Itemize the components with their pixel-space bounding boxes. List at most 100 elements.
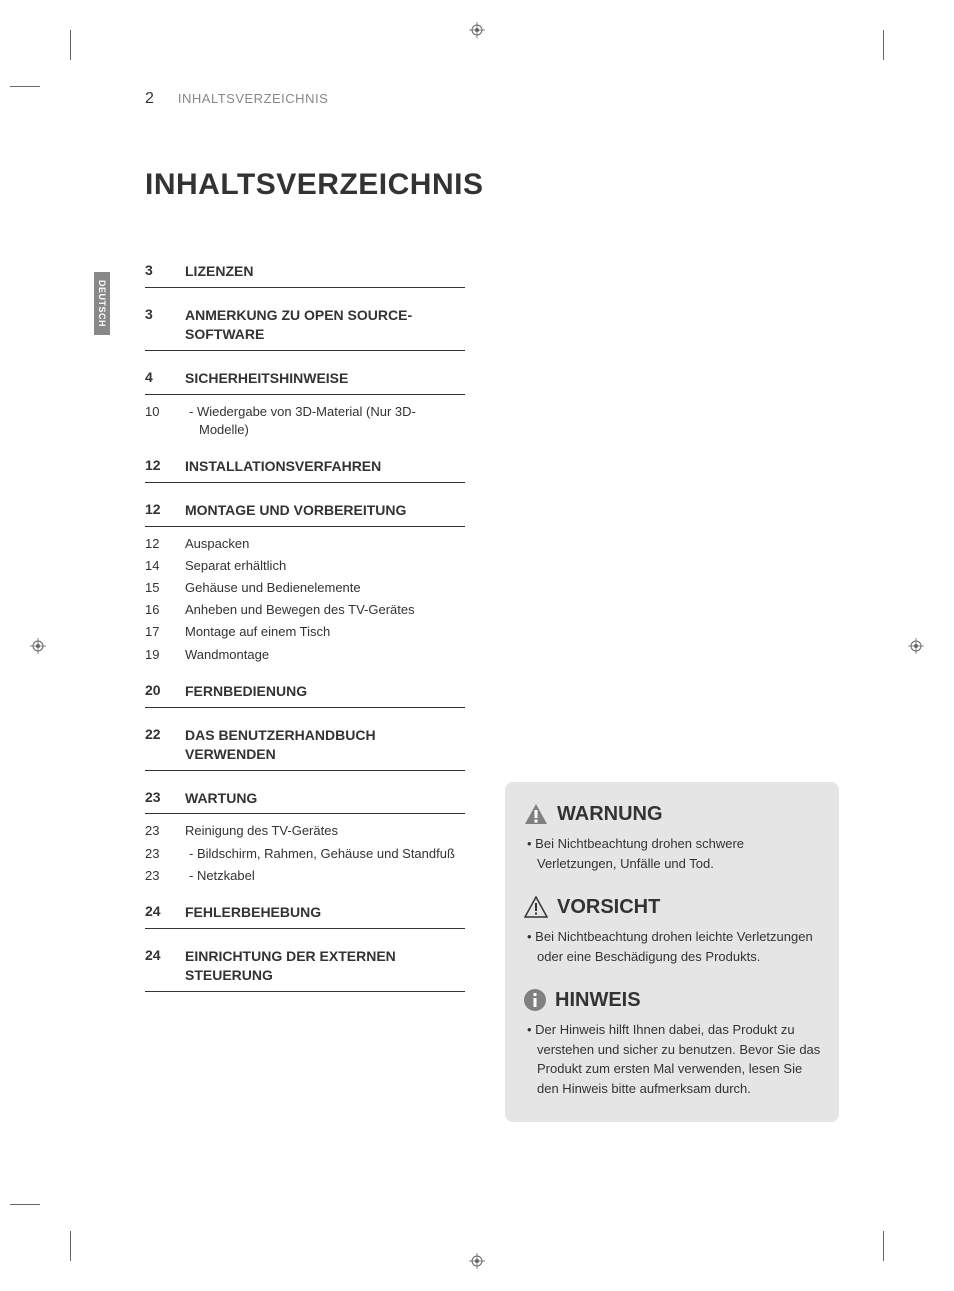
toc-sub-entry: 23 - Netzkabel [145, 867, 465, 885]
toc-sub-title: Montage auf einem Tisch [185, 623, 465, 641]
toc-section: 24 EINRICHTUNG DER EXTERNEN STEUERUNG [145, 947, 465, 992]
toc-sub-entry: 15 Gehäuse und Bedienelemente [145, 579, 465, 597]
page-content: 2 INHALTSVERZEICHNIS INHALTSVERZEICHNIS … [145, 90, 839, 1201]
toc-page-number: 24 [145, 903, 167, 919]
note-circle-icon [523, 988, 547, 1012]
toc-section: 3 LIZENZEN [145, 262, 465, 288]
toc-section: 23 WARTUNG 23 Reinigung des TV-Gerätes 23 - B… [145, 789, 465, 885]
toc-section-title: EINRICHTUNG DER EXTERNEN STEUERUNG [185, 947, 465, 985]
toc-section-title: MONTAGE UND VORBEREITUNG [185, 501, 406, 520]
toc-section-title: LIZENZEN [185, 262, 253, 281]
toc-section: 20 FERNBEDIENUNG [145, 682, 465, 708]
toc-section: 12 INSTALLATIONSVERFAHREN [145, 457, 465, 483]
crop-mark [10, 86, 40, 87]
toc-section: 24 FEHLERBEHEBUNG [145, 903, 465, 929]
notice-text: Bei Nichtbeachtung drohen leichte Verlet… [523, 927, 821, 966]
crop-mark [883, 1231, 884, 1261]
notice-header: VORSICHT [523, 895, 821, 919]
crop-mark [10, 1204, 40, 1205]
caution-triangle-icon [523, 895, 549, 919]
toc-page-number: 12 [145, 501, 167, 517]
notice-title: HINWEIS [555, 989, 641, 1012]
toc-main-entry: 3 ANMERKUNG ZU OPEN SOURCE-SOFTWARE [145, 306, 465, 351]
toc-page-number: 24 [145, 947, 167, 963]
toc-section: 12 MONTAGE UND VORBEREITUNG 12 Auspacken 14 S… [145, 501, 465, 664]
toc-sub-entry: 23 Reinigung des TV-Gerätes [145, 822, 465, 840]
toc-section-title: FERNBEDIENUNG [185, 682, 307, 701]
toc-sub-title: Auspacken [185, 535, 465, 553]
toc-page-number: 12 [145, 457, 167, 473]
notice-header: WARNUNG [523, 802, 821, 826]
toc-sub-title: Wandmontage [185, 646, 465, 664]
toc-page-number: 22 [145, 726, 167, 742]
toc-page-number: 23 [145, 789, 167, 805]
toc-main-entry: 4 SICHERHEITSHINWEISE [145, 369, 465, 395]
toc-sub-entry: 23 - Bildschirm, Rahmen, Gehäuse und Stan… [145, 845, 465, 863]
toc-sub-page-number: 12 [145, 535, 167, 553]
notice-header: HINWEIS [523, 988, 821, 1012]
language-tab: DEUTSCH [94, 272, 110, 335]
toc-sub-entry: 17 Montage auf einem Tisch [145, 623, 465, 641]
toc-sub-entry: 19 Wandmontage [145, 646, 465, 664]
registration-mark-icon [469, 1253, 485, 1269]
registration-mark-icon [30, 638, 46, 654]
toc-sub-title: - Wiedergabe von 3D-Material (Nur 3D-Mod… [185, 403, 465, 439]
toc-sub-title: Separat erhältlich [185, 557, 465, 575]
toc-sub-page-number: 23 [145, 822, 167, 840]
notice-title: WARNUNG [557, 803, 663, 826]
notice-item: VORSICHT Bei Nichtbeachtung drohen leicht… [523, 895, 821, 966]
toc-sub-page-number: 15 [145, 579, 167, 597]
crop-mark [70, 1231, 71, 1261]
header-label: INHALTSVERZEICHNIS [178, 91, 328, 106]
toc-section: 4 SICHERHEITSHINWEISE 10 - Wiedergabe von 3… [145, 369, 465, 439]
toc-sub-page-number: 23 [145, 845, 167, 863]
toc-sub-title: Reinigung des TV-Gerätes [185, 822, 465, 840]
toc-section-title: INSTALLATIONSVERFAHREN [185, 457, 381, 476]
main-title: INHALTSVERZEICHNIS [145, 168, 839, 202]
toc-sub-entry: 12 Auspacken [145, 535, 465, 553]
notice-text: Bei Nichtbeachtung drohen schwere Verlet… [523, 834, 821, 873]
toc-page-number: 3 [145, 306, 167, 322]
warning-triangle-icon [523, 802, 549, 826]
crop-mark [883, 30, 884, 60]
notice-item: HINWEIS Der Hinweis hilft Ihnen dabei, da… [523, 988, 821, 1098]
toc-column: 3 LIZENZEN 3 ANMERKUNG ZU OPEN SOURCE-SOFTW… [145, 262, 465, 1122]
toc-main-entry: 12 MONTAGE UND VORBEREITUNG [145, 501, 465, 527]
toc-section-title: WARTUNG [185, 789, 257, 808]
page-header: 2 INHALTSVERZEICHNIS [145, 90, 839, 108]
toc-main-entry: 24 FEHLERBEHEBUNG [145, 903, 465, 929]
toc-sub-entry: 16 Anheben und Bewegen des TV-Gerätes [145, 601, 465, 619]
toc-main-entry: 12 INSTALLATIONSVERFAHREN [145, 457, 465, 483]
toc-sub-entry: 14 Separat erhältlich [145, 557, 465, 575]
toc-main-entry: 20 FERNBEDIENUNG [145, 682, 465, 708]
toc-section: 22 DAS BENUTZERHANDBUCH VERWENDEN [145, 726, 465, 771]
toc-main-entry: 24 EINRICHTUNG DER EXTERNEN STEUERUNG [145, 947, 465, 992]
toc-sub-page-number: 16 [145, 601, 167, 619]
notice-box: WARNUNG Bei Nichtbeachtung drohen schwere… [505, 782, 839, 1122]
toc-sub-page-number: 19 [145, 646, 167, 664]
toc-sub-title: - Netzkabel [185, 867, 465, 885]
toc-sub-page-number: 23 [145, 867, 167, 885]
toc-page-number: 4 [145, 369, 167, 385]
notice-title: VORSICHT [557, 896, 660, 919]
page-number: 2 [145, 90, 154, 108]
toc-section: 3 ANMERKUNG ZU OPEN SOURCE-SOFTWARE [145, 306, 465, 351]
toc-section-title: FEHLERBEHEBUNG [185, 903, 321, 922]
toc-section-title: DAS BENUTZERHANDBUCH VERWENDEN [185, 726, 465, 764]
toc-sub-page-number: 14 [145, 557, 167, 575]
toc-sub-page-number: 17 [145, 623, 167, 641]
toc-sub-title: Gehäuse und Bedienelemente [185, 579, 465, 597]
toc-main-entry: 23 WARTUNG [145, 789, 465, 815]
toc-page-number: 20 [145, 682, 167, 698]
registration-mark-icon [469, 22, 485, 38]
toc-sub-title: - Bildschirm, Rahmen, Gehäuse und Standf… [185, 845, 465, 863]
toc-main-entry: 3 LIZENZEN [145, 262, 465, 288]
toc-section-title: SICHERHEITSHINWEISE [185, 369, 348, 388]
notice-text: Der Hinweis hilft Ihnen dabei, das Produ… [523, 1020, 821, 1098]
notice-item: WARNUNG Bei Nichtbeachtung drohen schwere… [523, 802, 821, 873]
toc-main-entry: 22 DAS BENUTZERHANDBUCH VERWENDEN [145, 726, 465, 771]
toc-page-number: 3 [145, 262, 167, 278]
toc-section-title: ANMERKUNG ZU OPEN SOURCE-SOFTWARE [185, 306, 465, 344]
toc-sub-page-number: 10 [145, 403, 167, 439]
toc-sub-title: Anheben und Bewegen des TV-Gerätes [185, 601, 465, 619]
